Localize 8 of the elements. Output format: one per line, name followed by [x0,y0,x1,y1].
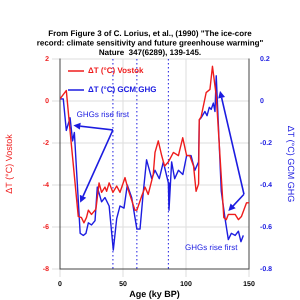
x-axis-title: Age (ky BP) [129,289,180,300]
annotation: GHGs rise first [76,110,130,119]
y-axis-title: ΔT (°C) Vostok [4,134,14,194]
legend-label: ΔT (°C) GCM GHG [88,85,156,94]
legend-label: ΔT (°C) Vostok [88,66,144,76]
annotation: GHGs rise first [184,243,238,252]
y2-axis-title: ΔT (°C) GCM GHG [286,126,296,202]
chart-title: From Figure 3 of C. Lorius, et al., (1990) "The ice-core record: climate sensitivity and future greenhouse warming" Nature 347(6289), 139-145. [36,29,264,58]
